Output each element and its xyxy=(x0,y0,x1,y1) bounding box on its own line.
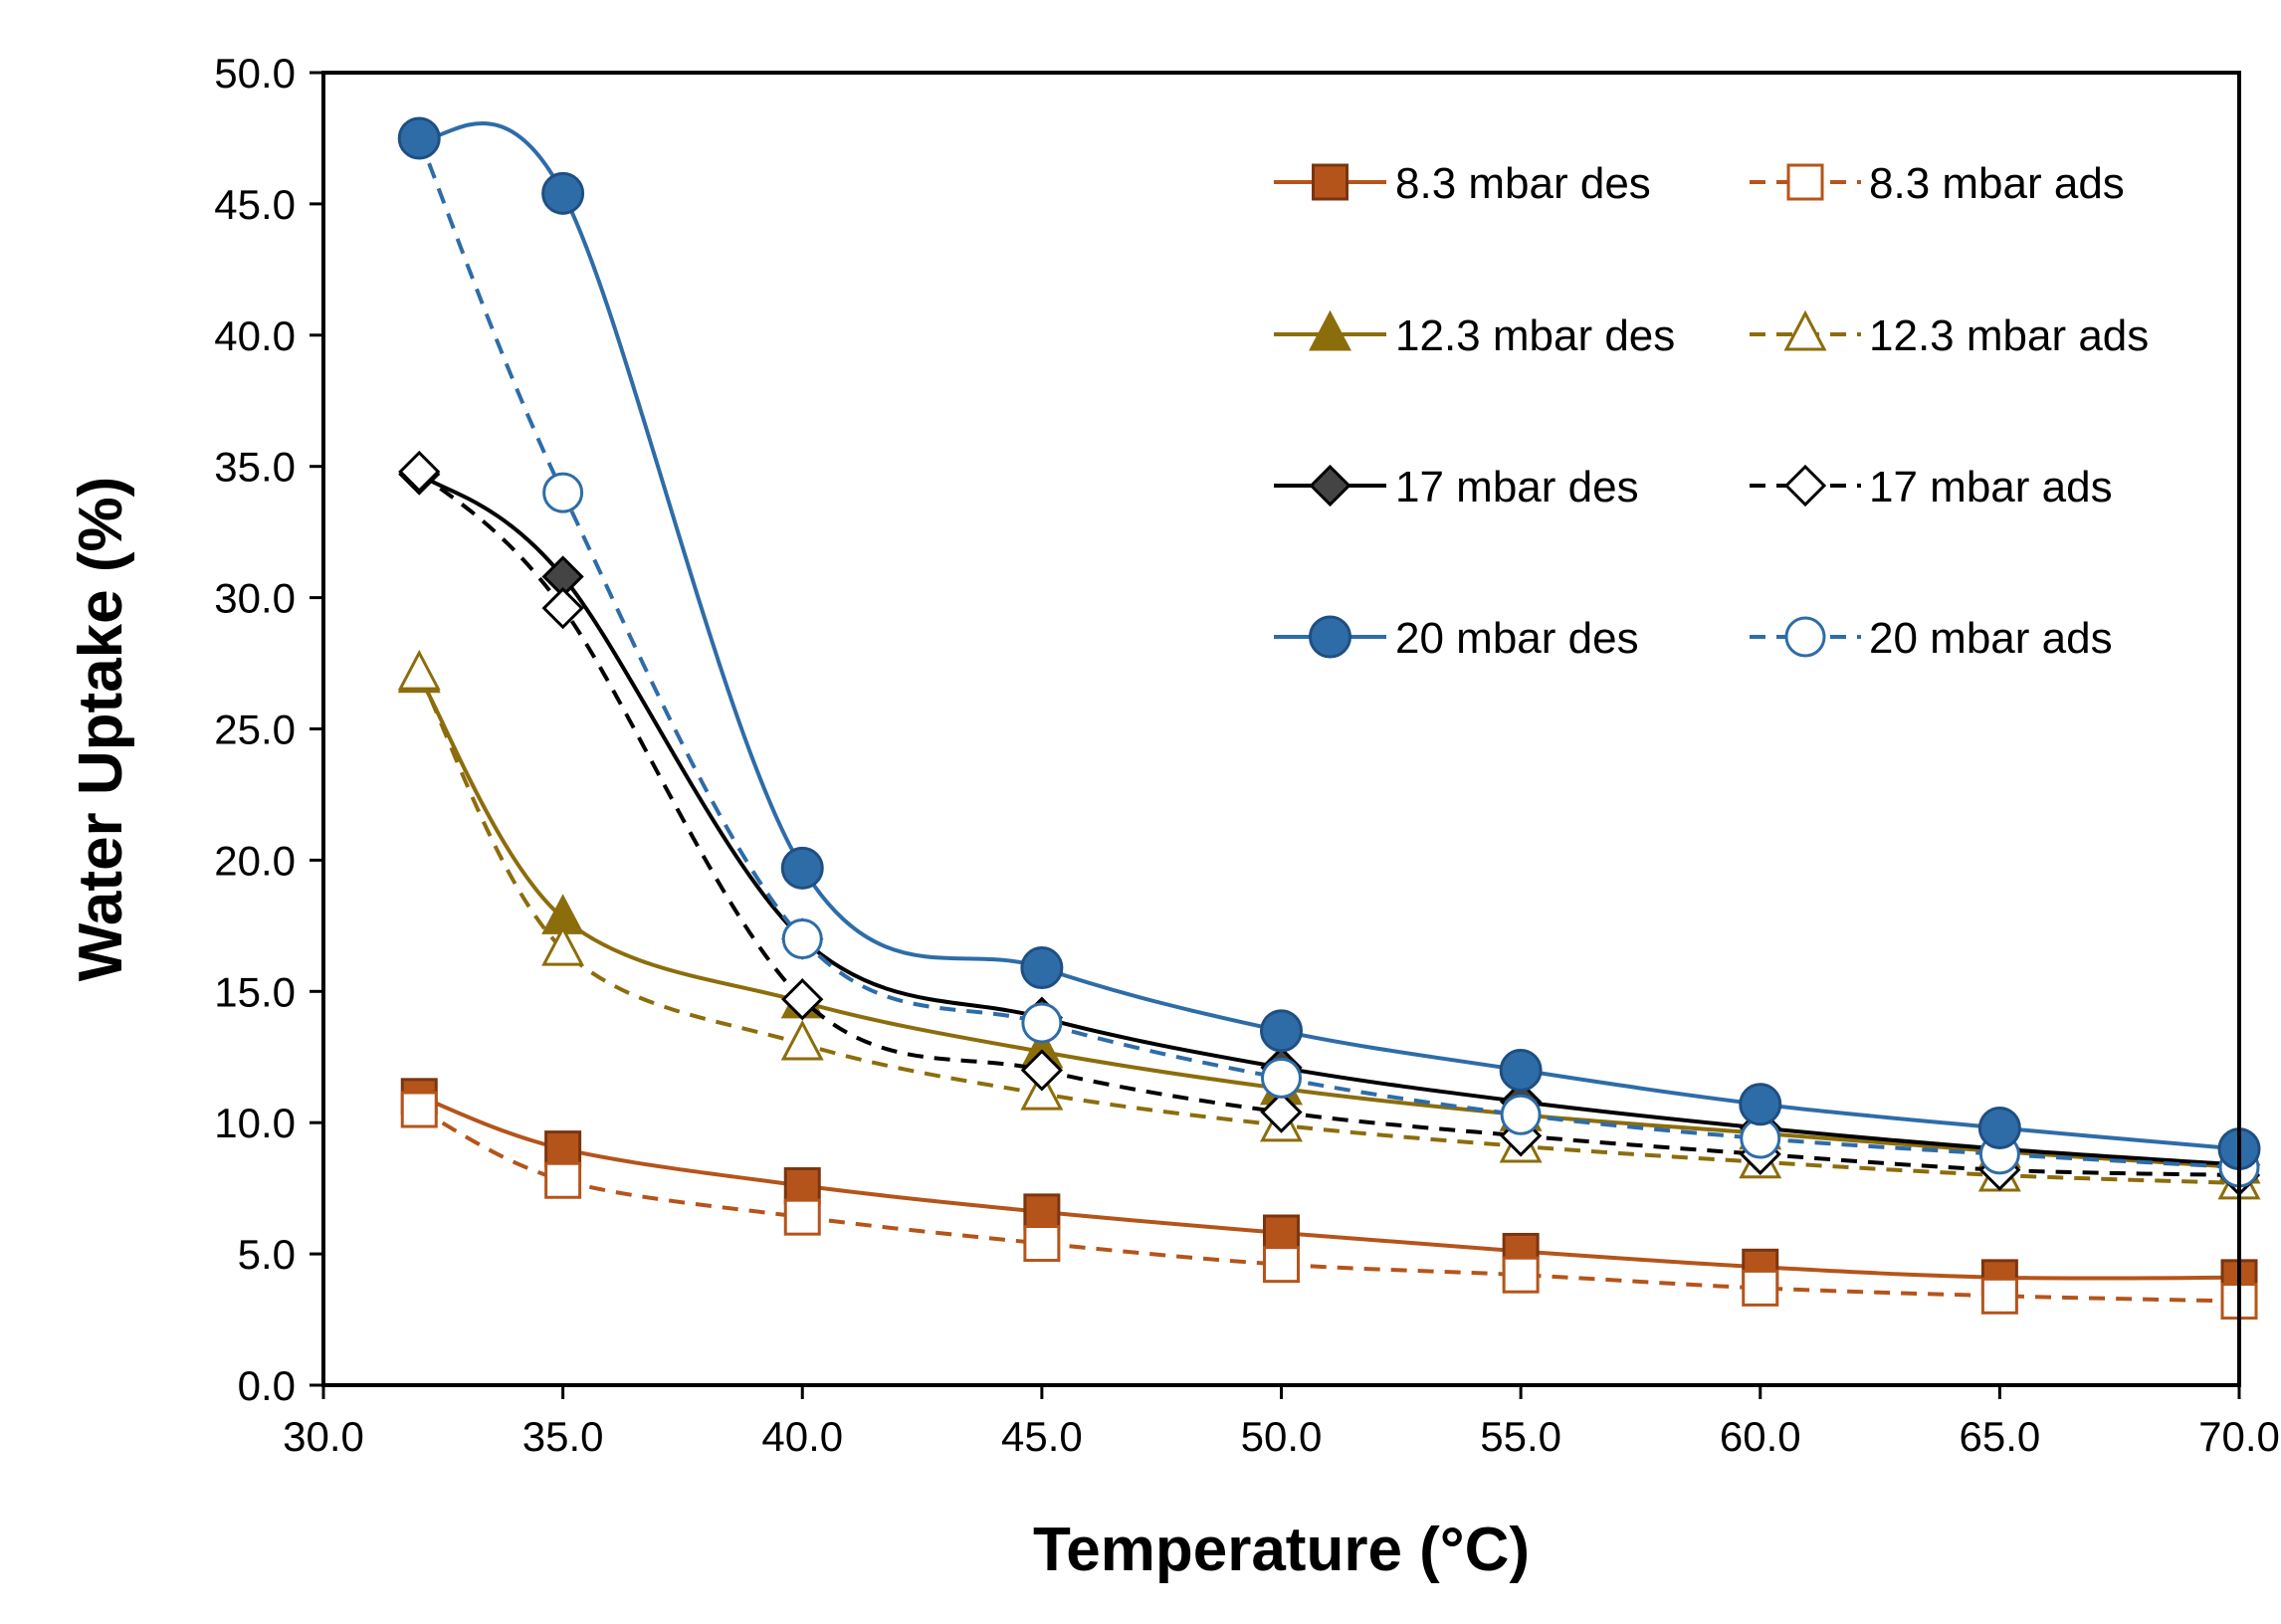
x-tick-label: 35.0 xyxy=(522,1413,604,1460)
legend-label: 17 mbar des xyxy=(1395,463,1639,511)
series-line-17-mbar-ads xyxy=(417,470,2240,1177)
data-point-20-mbar-ads xyxy=(781,918,823,960)
data-point-12-3-mbar-ads xyxy=(397,649,441,691)
data-point-8-3-mbar-ads xyxy=(1263,1246,1300,1284)
legend-item-17-mbar-des: 17 mbar des xyxy=(1274,463,1639,511)
legend-marker xyxy=(1784,616,1826,658)
data-point-8-3-mbar-des xyxy=(1023,1193,1061,1231)
legend-item-12-3-mbar-des: 12.3 mbar des xyxy=(1274,309,1675,360)
data-point-20-mbar-des xyxy=(1020,946,1064,990)
x-axis-title: Temperature (°C) xyxy=(1033,1516,1530,1584)
legend-item-20-mbar-des: 20 mbar des xyxy=(1274,614,1639,663)
data-point-17-mbar-ads xyxy=(1020,1049,1063,1092)
legend: 8.3 mbar des 8.3 mbar ads 12.3 mbar des 12.… xyxy=(1274,159,2149,663)
y-tick-label: 15.0 xyxy=(214,968,296,1015)
data-point-8-3-mbar-ads xyxy=(783,1198,821,1236)
legend-label: 17 mbar ads xyxy=(1869,463,2113,511)
axes-layer: 0.0 5.0 10.0 15.0 20.0 25.0 30.0 35.0 40.0 45.0 50… xyxy=(214,50,2280,1460)
data-point-20-mbar-des xyxy=(1739,1083,1782,1126)
x-tick-label: 55.0 xyxy=(1480,1413,1561,1460)
legend-marker xyxy=(1309,464,1351,508)
data-point-12-3-mbar-ads xyxy=(541,924,585,966)
data-point-8-3-mbar-ads xyxy=(1023,1225,1061,1263)
legend-marker xyxy=(1312,163,1348,201)
legend-item-12-3-mbar-ads: 12.3 mbar ads xyxy=(1750,309,2149,360)
legend-marker xyxy=(1786,163,1824,201)
data-point-20-mbar-des xyxy=(1977,1106,2021,1149)
data-point-17-mbar-ads xyxy=(1260,1091,1303,1133)
x-tick-label: 40.0 xyxy=(761,1413,843,1460)
legend-label: 8.3 mbar ads xyxy=(1869,159,2125,208)
data-point-20-mbar-ads xyxy=(542,472,584,513)
data-point-20-mbar-des xyxy=(780,846,824,890)
y-tick-label: 10.0 xyxy=(214,1100,296,1146)
series-line-20-mbar-ads xyxy=(417,137,2240,1169)
series-line-8-3-mbar-ads xyxy=(418,1108,2240,1304)
data-point-17-mbar-ads xyxy=(541,587,584,630)
data-point-8-3-mbar-ads xyxy=(544,1161,582,1199)
data-point-8-3-mbar-ads xyxy=(1742,1269,1779,1307)
legend-marker xyxy=(1309,615,1351,659)
data-point-12-3-mbar-ads xyxy=(780,1019,824,1061)
x-tick-label: 50.0 xyxy=(1241,1413,1323,1460)
data-point-20-mbar-des xyxy=(541,171,585,215)
data-point-20-mbar-des xyxy=(397,116,441,160)
legend-label: 20 mbar des xyxy=(1395,614,1639,663)
legend-item-17-mbar-ads: 17 mbar ads xyxy=(1750,463,2113,511)
y-tick-label: 45.0 xyxy=(214,181,296,228)
series-17-mbar-des xyxy=(398,453,2261,1186)
y-tick-label: 35.0 xyxy=(214,444,296,491)
legend-label: 12.3 mbar des xyxy=(1395,311,1675,360)
data-point-20-mbar-des xyxy=(1499,1048,1543,1092)
data-point-20-mbar-des xyxy=(1260,1009,1303,1053)
legend-label: 20 mbar ads xyxy=(1869,614,2113,663)
y-tick-label: 0.0 xyxy=(238,1362,296,1409)
x-tick-label: 60.0 xyxy=(1720,1413,1801,1460)
x-tick-label: 70.0 xyxy=(2198,1413,2280,1460)
legend-item-20-mbar-ads: 20 mbar ads xyxy=(1750,614,2113,663)
legend-marker xyxy=(1783,309,1827,351)
data-point-17-mbar-ads xyxy=(781,978,824,1021)
legend-marker xyxy=(1309,309,1351,351)
data-point-8-3-mbar-des xyxy=(1263,1214,1300,1252)
series-line-17-mbar-des xyxy=(418,472,2240,1167)
plot-area-frame xyxy=(321,71,2241,1387)
series-line-12-3-mbar-des xyxy=(417,675,2240,1169)
series-layer xyxy=(397,116,2261,1320)
data-point-8-3-mbar-ads xyxy=(400,1091,438,1128)
series-line-12-3-mbar-ads xyxy=(417,673,2240,1185)
y-tick-label: 20.0 xyxy=(214,837,296,884)
y-tick-label: 25.0 xyxy=(214,707,296,753)
y-tick-label: 50.0 xyxy=(214,50,296,97)
legend-item-8-3-mbar-des: 8.3 mbar des xyxy=(1274,159,1651,208)
data-point-8-3-mbar-des xyxy=(783,1167,821,1205)
y-tick-label: 5.0 xyxy=(238,1231,296,1278)
data-point-17-mbar-ads xyxy=(398,450,441,494)
y-tick-label: 40.0 xyxy=(214,312,296,359)
series-20-mbar-des xyxy=(397,116,2261,1171)
data-point-20-mbar-ads xyxy=(1500,1094,1542,1135)
legend-label: 8.3 mbar des xyxy=(1395,159,1651,208)
y-axis-title: Water Uptake (%) xyxy=(67,477,135,982)
x-tick-label: 65.0 xyxy=(1960,1413,2041,1460)
data-point-8-3-mbar-des xyxy=(544,1130,582,1168)
x-tick-label: 45.0 xyxy=(1001,1413,1083,1460)
series-8-3-mbar-ads xyxy=(400,1091,2258,1320)
data-point-20-mbar-ads xyxy=(1021,1002,1063,1044)
data-point-8-3-mbar-ads xyxy=(1502,1256,1540,1294)
data-point-20-mbar-ads xyxy=(1261,1057,1302,1099)
data-point-8-3-mbar-ads xyxy=(1980,1277,2018,1315)
y-tick-label: 30.0 xyxy=(214,575,296,622)
series-line-20-mbar-des xyxy=(418,120,2240,1151)
x-tick-label: 30.0 xyxy=(283,1413,364,1460)
legend-item-8-3-mbar-ads: 8.3 mbar ads xyxy=(1750,159,2125,208)
legend-label: 12.3 mbar ads xyxy=(1869,311,2149,360)
series-17-mbar-ads xyxy=(398,450,2261,1197)
series-8-3-mbar-des xyxy=(400,1078,2258,1297)
legend-marker xyxy=(1783,464,1827,508)
